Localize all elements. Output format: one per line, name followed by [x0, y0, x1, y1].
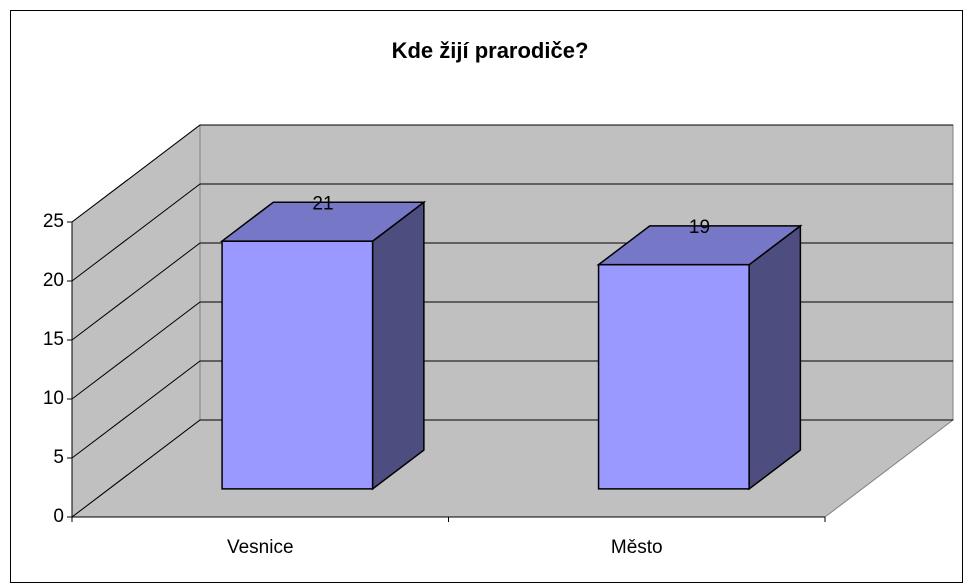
floor	[70, 419, 955, 518]
grid-line	[71, 124, 953, 223]
y-tick-label: 5	[53, 447, 64, 468]
bar-front	[597, 263, 750, 490]
chart-title: Kde žijí prarodiče?	[392, 38, 589, 63]
value-label: 21	[312, 193, 333, 214]
bar-side	[748, 224, 802, 491]
y-tick-label: 10	[43, 388, 64, 409]
bar-front	[221, 240, 374, 490]
bar-top	[219, 201, 427, 242]
y-tick-label: 0	[53, 506, 64, 527]
x-tick-label: Vesnice	[227, 537, 294, 558]
x-tick-label: Město	[611, 537, 663, 558]
y-tick-label: 25	[43, 211, 64, 232]
y-tick-label: 15	[43, 329, 64, 350]
bar-side	[371, 200, 425, 491]
bar-top	[596, 225, 803, 266]
y-tick-label: 20	[43, 270, 64, 291]
grid-line	[71, 183, 953, 282]
value-label: 19	[689, 217, 710, 238]
